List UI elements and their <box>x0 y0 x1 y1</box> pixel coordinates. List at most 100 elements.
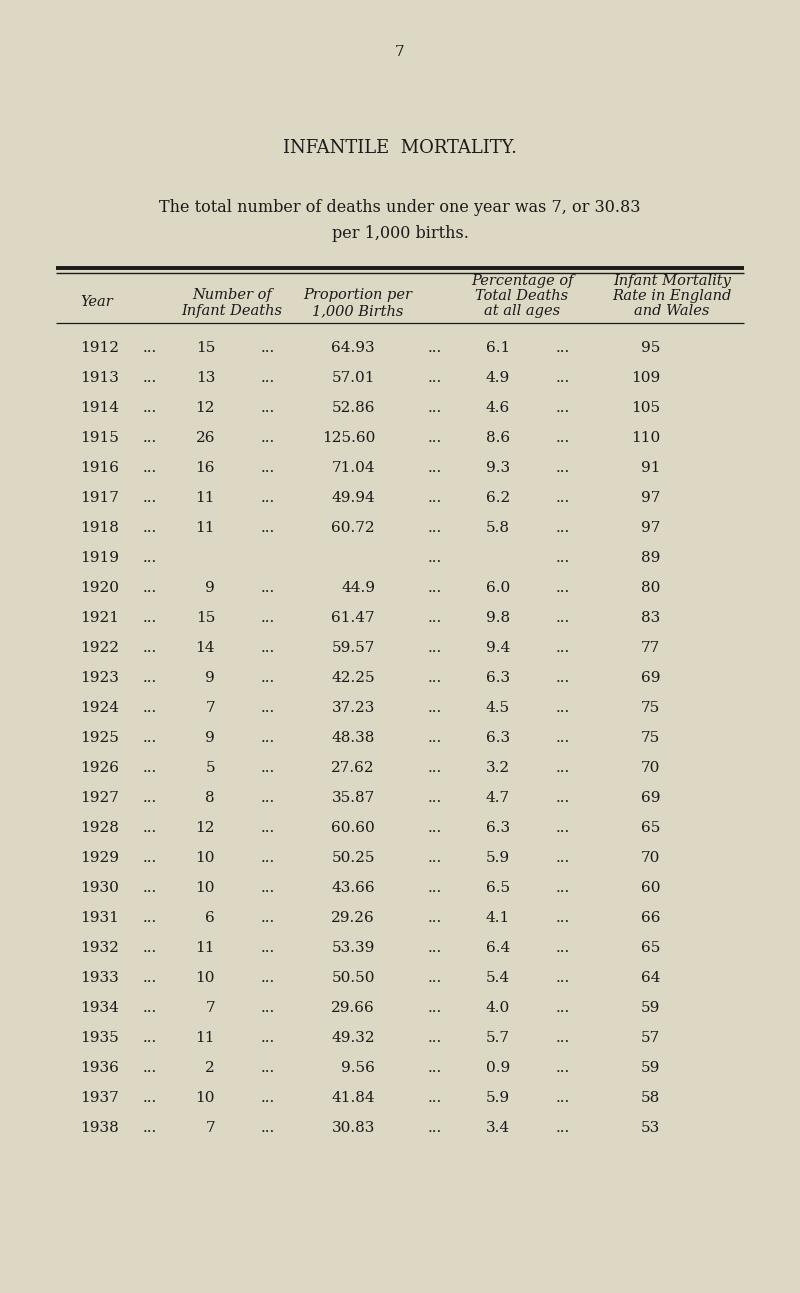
Text: ...: ... <box>556 912 570 924</box>
Text: 6.0: 6.0 <box>486 581 510 595</box>
Text: 27.62: 27.62 <box>331 762 375 775</box>
Text: ...: ... <box>261 612 275 625</box>
Text: ...: ... <box>261 971 275 985</box>
Text: 4.7: 4.7 <box>486 791 510 806</box>
Text: 64: 64 <box>641 971 660 985</box>
Text: ...: ... <box>556 1031 570 1045</box>
Text: ...: ... <box>556 641 570 656</box>
Text: 1930: 1930 <box>80 881 119 895</box>
Text: 57: 57 <box>641 1031 660 1045</box>
Text: ...: ... <box>261 401 275 415</box>
Text: ...: ... <box>556 971 570 985</box>
Text: 9.56: 9.56 <box>341 1062 375 1074</box>
Text: 50.25: 50.25 <box>331 851 375 865</box>
Text: ...: ... <box>261 521 275 535</box>
Text: 9.4: 9.4 <box>486 641 510 656</box>
Text: ...: ... <box>261 762 275 775</box>
Text: ...: ... <box>428 791 442 806</box>
Text: 91: 91 <box>641 462 660 475</box>
Text: INFANTILE  MORTALITY.: INFANTILE MORTALITY. <box>283 140 517 156</box>
Text: 5: 5 <box>206 762 215 775</box>
Text: 69: 69 <box>641 671 660 685</box>
Text: ...: ... <box>428 612 442 625</box>
Text: ...: ... <box>428 401 442 415</box>
Text: ...: ... <box>143 1091 157 1106</box>
Text: ...: ... <box>143 1062 157 1074</box>
Text: ...: ... <box>556 1062 570 1074</box>
Text: 1916: 1916 <box>80 462 119 475</box>
Text: 1913: 1913 <box>80 371 119 385</box>
Text: 11: 11 <box>195 1031 215 1045</box>
Text: Rate in England: Rate in England <box>612 290 732 303</box>
Text: 71.04: 71.04 <box>331 462 375 475</box>
Text: 65: 65 <box>641 941 660 956</box>
Text: ...: ... <box>261 641 275 656</box>
Text: 49.94: 49.94 <box>331 491 375 506</box>
Text: 10: 10 <box>195 881 215 895</box>
Text: ...: ... <box>556 431 570 445</box>
Text: 65: 65 <box>641 821 660 835</box>
Text: 77: 77 <box>641 641 660 656</box>
Text: ...: ... <box>143 341 157 356</box>
Text: 59: 59 <box>641 1001 660 1015</box>
Text: 7: 7 <box>206 1121 215 1135</box>
Text: at all ages: at all ages <box>484 304 560 318</box>
Text: 75: 75 <box>641 701 660 715</box>
Text: 75: 75 <box>641 731 660 745</box>
Text: The total number of deaths under one year was 7, or 30.83: The total number of deaths under one yea… <box>159 199 641 216</box>
Text: 1918: 1918 <box>80 521 119 535</box>
Text: 4.1: 4.1 <box>486 912 510 924</box>
Text: ...: ... <box>556 581 570 595</box>
Text: 1915: 1915 <box>80 431 119 445</box>
Text: ...: ... <box>428 762 442 775</box>
Text: ...: ... <box>143 701 157 715</box>
Text: 1935: 1935 <box>80 1031 118 1045</box>
Text: 5.8: 5.8 <box>486 521 510 535</box>
Text: ...: ... <box>261 462 275 475</box>
Text: Year: Year <box>80 295 113 309</box>
Text: 70: 70 <box>641 762 660 775</box>
Text: 12: 12 <box>195 821 215 835</box>
Text: 60.60: 60.60 <box>331 821 375 835</box>
Text: 1914: 1914 <box>80 401 119 415</box>
Text: 52.86: 52.86 <box>331 401 375 415</box>
Text: ...: ... <box>428 551 442 565</box>
Text: 35.87: 35.87 <box>332 791 375 806</box>
Text: 1,000 Births: 1,000 Births <box>312 304 404 318</box>
Text: 59: 59 <box>641 1062 660 1074</box>
Text: ...: ... <box>143 941 157 956</box>
Text: ...: ... <box>143 581 157 595</box>
Text: ...: ... <box>556 791 570 806</box>
Text: ...: ... <box>261 1001 275 1015</box>
Text: 26: 26 <box>195 431 215 445</box>
Text: ...: ... <box>261 1031 275 1045</box>
Text: 69: 69 <box>641 791 660 806</box>
Text: 1925: 1925 <box>80 731 119 745</box>
Text: 53: 53 <box>641 1121 660 1135</box>
Text: ...: ... <box>556 491 570 506</box>
Text: 97: 97 <box>641 491 660 506</box>
Text: 60: 60 <box>641 881 660 895</box>
Text: 4.9: 4.9 <box>486 371 510 385</box>
Text: 0.9: 0.9 <box>486 1062 510 1074</box>
Text: 44.9: 44.9 <box>341 581 375 595</box>
Text: 1919: 1919 <box>80 551 119 565</box>
Text: 7: 7 <box>395 45 405 59</box>
Text: 29.66: 29.66 <box>331 1001 375 1015</box>
Text: ...: ... <box>143 431 157 445</box>
Text: ...: ... <box>143 762 157 775</box>
Text: 64.93: 64.93 <box>331 341 375 356</box>
Text: ...: ... <box>428 1121 442 1135</box>
Text: ...: ... <box>556 1001 570 1015</box>
Text: 1936: 1936 <box>80 1062 119 1074</box>
Text: ...: ... <box>143 491 157 506</box>
Text: ...: ... <box>556 1091 570 1106</box>
Text: 70: 70 <box>641 851 660 865</box>
Text: ...: ... <box>261 881 275 895</box>
Text: 66: 66 <box>641 912 660 924</box>
Text: 43.66: 43.66 <box>331 881 375 895</box>
Text: ...: ... <box>143 881 157 895</box>
Text: 10: 10 <box>195 971 215 985</box>
Text: 11: 11 <box>195 941 215 956</box>
Text: ...: ... <box>143 521 157 535</box>
